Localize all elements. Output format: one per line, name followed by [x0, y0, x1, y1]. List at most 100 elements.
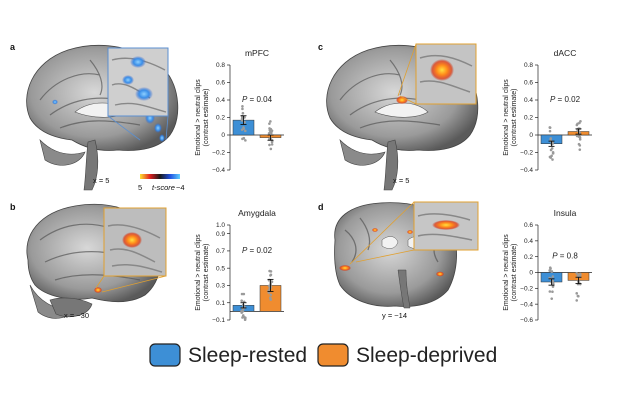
insula-y-tick-label: 0.2 — [524, 254, 533, 261]
amygdala-data-point — [269, 270, 273, 273]
panel-a-coordinate: x = 5 — [93, 176, 109, 185]
dacc-data-point — [548, 129, 552, 133]
amygdala-data-point — [240, 292, 244, 296]
insula-data-point — [549, 267, 552, 270]
insula-y-tick-label: −0.6 — [520, 317, 533, 324]
amygdala-data-point — [241, 316, 244, 319]
mpfc-data-point — [241, 137, 244, 141]
colorbar — [140, 174, 180, 179]
amygdala-y-tick-label: 0.5 — [216, 265, 225, 272]
mpfc-data-point — [270, 143, 274, 146]
mpfc-data-point — [243, 120, 246, 124]
insula-data-point — [550, 297, 554, 300]
colorbar-max-label: −4 — [176, 183, 185, 192]
panel-d-coordinate: y = −14 — [382, 311, 407, 320]
amygdala-data-point — [269, 298, 273, 301]
panel-b-letter: b — [10, 202, 16, 212]
mpfc-y-tick-label: 0.4 — [216, 97, 225, 104]
dacc-data-point — [577, 135, 581, 138]
amygdala-p-value: P = 0.02 — [242, 246, 273, 255]
mpfc-y-tick-label: 0.6 — [216, 80, 225, 87]
panel-d-brain — [334, 201, 479, 309]
amygdala-data-point — [244, 316, 247, 319]
dacc-data-point — [551, 152, 555, 155]
chart-mpfc: −0.4 −0.2 0 0.2 0.4 0.6 0.8 mPFC P = 0.04 Emotion… — [195, 48, 284, 174]
insula-data-point — [548, 290, 552, 293]
colorbar-label: t-score — [152, 183, 175, 192]
dacc-data-point — [578, 148, 582, 151]
dacc-p-value: P = 0.02 — [550, 95, 581, 104]
amygdala-y-tick-label: 0.3 — [216, 283, 225, 290]
dacc-data-point — [578, 144, 582, 147]
legend: Sleep-rested Sleep-deprived — [149, 343, 497, 367]
mpfc-p-value: P = 0.04 — [242, 95, 273, 104]
insula-data-point — [575, 292, 579, 295]
insula-data-point — [551, 285, 555, 288]
amygdala-y-tick-label: 1.0 — [216, 222, 225, 229]
amygdala-data-point — [269, 293, 273, 297]
amygdala-data-point — [241, 314, 245, 317]
dacc-data-point — [576, 122, 579, 126]
mpfc-y-tick-label: 0.2 — [216, 115, 225, 122]
insula-y-axis-sublabel: (contrast estimate) — [511, 244, 518, 302]
amygdala-y-tick-label: 0.1 — [216, 300, 225, 307]
insula-y-tick-label: 0.4 — [524, 238, 533, 245]
mpfc-data-point — [242, 127, 246, 130]
mpfc-data-point — [268, 143, 271, 147]
insula-y-tick-label: 0 — [529, 270, 533, 277]
mpfc-data-point — [269, 147, 273, 151]
dacc-y-tick-label: 0.2 — [524, 115, 533, 122]
panel-d-letter: d — [318, 202, 324, 212]
panel-c-coordinate: x = 5 — [393, 176, 409, 185]
dacc-y-axis-label: Emotional > neutral clips — [503, 79, 510, 156]
insula-data-point — [575, 271, 578, 275]
insula-data-point — [551, 290, 554, 294]
dacc-data-point — [548, 126, 552, 129]
mpfc-data-point — [269, 120, 272, 123]
amygdala-y-axis-sublabel: (contrast estimate) — [203, 244, 210, 302]
insula-data-point — [550, 270, 554, 273]
legend-swatch-sleep-deprived — [317, 343, 349, 367]
dacc-data-point — [578, 138, 582, 141]
mpfc-data-point — [241, 111, 245, 115]
insula-data-point — [575, 299, 579, 302]
amygdala-chart-title: Amygdala — [238, 208, 276, 218]
panel-a-brain — [26, 45, 179, 191]
amygdala-data-point — [240, 309, 243, 313]
dacc-y-axis-sublabel: (contrast estimate) — [511, 89, 518, 147]
dacc-y-tick-label: −0.4 — [520, 167, 533, 174]
mpfc-y-tick-label: 0.8 — [216, 62, 225, 69]
chart-dacc: −0.4 −0.2 0 0.2 0.4 0.6 0.8 dACC P = 0.02 Emotion… — [503, 48, 592, 174]
mpfc-y-axis-sublabel: (contrast estimate) — [203, 89, 210, 147]
dacc-data-point — [551, 158, 554, 161]
mpfc-y-tick-label: −0.2 — [212, 150, 225, 157]
chart-insula: −0.6 −0.4 −0.2 0 0.2 0.4 0.6 Insula P = 0.8 Emoti… — [503, 208, 592, 324]
mpfc-y-tick-label: −0.4 — [212, 167, 225, 174]
dacc-y-tick-label: −0.2 — [520, 150, 533, 157]
mpfc-y-tick-label: 0 — [221, 132, 225, 139]
mpfc-data-point — [241, 105, 244, 108]
legend-swatch-sleep-rested — [149, 343, 181, 367]
dacc-y-tick-label: 0.4 — [524, 97, 533, 104]
amygdala-data-point — [243, 318, 247, 322]
mpfc-data-point — [241, 107, 244, 111]
amygdala-y-tick-label: 0.9 — [216, 231, 225, 238]
dacc-y-tick-label: 0 — [529, 132, 533, 139]
insula-p-value: P = 0.8 — [552, 252, 578, 261]
insula-data-point — [551, 279, 555, 283]
dacc-chart-title: dACC — [554, 48, 577, 58]
mpfc-data-point — [244, 139, 247, 142]
mpfc-data-point — [270, 140, 274, 144]
panel-a-letter: a — [10, 42, 16, 52]
dacc-data-point — [578, 131, 582, 135]
mpfc-data-point — [270, 129, 274, 133]
dacc-data-point — [548, 155, 552, 159]
insula-y-tick-label: −0.4 — [520, 301, 533, 308]
amygdala-data-point — [269, 273, 273, 277]
insula-y-axis-label: Emotional > neutral clips — [503, 234, 510, 311]
mpfc-data-point — [244, 129, 247, 133]
amygdala-data-point — [270, 280, 274, 284]
panel-c-letter: c — [318, 42, 323, 52]
dacc-y-tick-label: 0.6 — [524, 80, 533, 87]
